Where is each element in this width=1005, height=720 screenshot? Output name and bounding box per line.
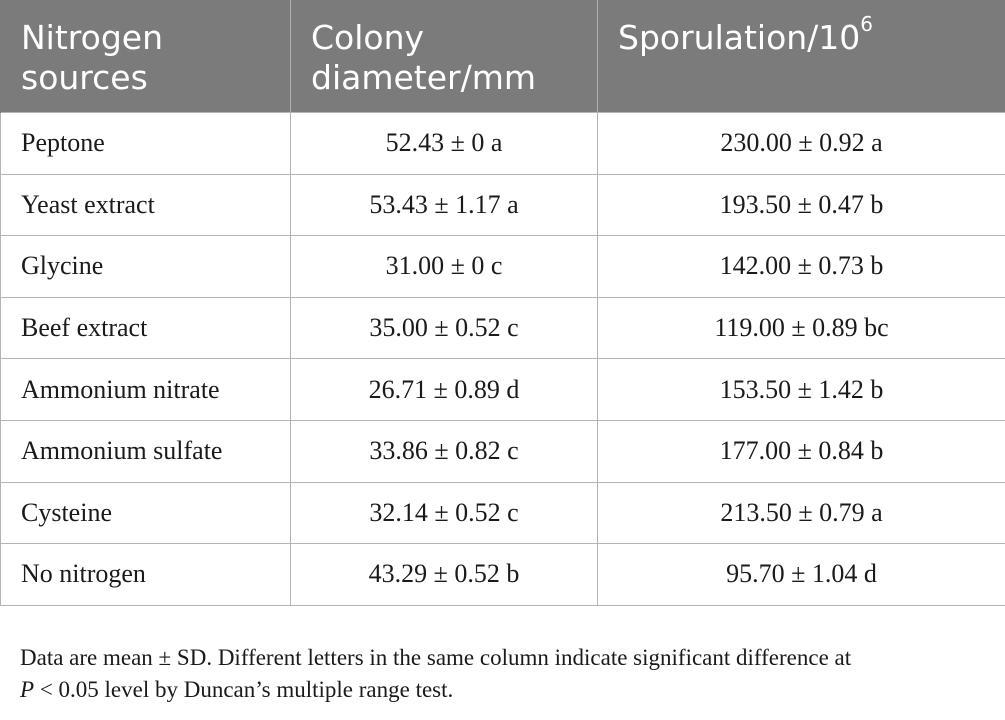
cell-nitrogen-source: Yeast extract bbox=[0, 173, 291, 237]
nitrogen-sources-table: Nitrogen sources Colony diameter/mm Spor… bbox=[0, 0, 1005, 606]
table-row: Yeast extract 53.43 ± 1.17 a 193.50 ± 0.47… bbox=[0, 173, 1005, 237]
header-nitrogen-sources-line1: Nitrogen bbox=[21, 18, 163, 57]
header-colony-diameter: Colony diameter/mm bbox=[290, 0, 598, 113]
header-sporulation-exponent: 6 bbox=[860, 12, 874, 36]
table-row: Cysteine 32.14 ± 0.52 c 213.50 ± 0.79 a bbox=[0, 481, 1005, 545]
cell-nitrogen-source: Glycine bbox=[0, 235, 291, 298]
cell-nitrogen-source: Ammonium sulfate bbox=[0, 419, 291, 483]
cell-colony-diameter: 26.71 ± 0.89 d bbox=[290, 358, 598, 421]
cell-colony-diameter: 43.29 ± 0.52 b bbox=[290, 543, 598, 606]
cell-colony-diameter: 31.00 ± 0 c bbox=[290, 235, 598, 298]
cell-colony-diameter: 52.43 ± 0 a bbox=[290, 112, 598, 175]
cell-sporulation: 213.50 ± 0.79 a bbox=[597, 481, 1005, 545]
footnote-p-symbol: P bbox=[20, 677, 35, 702]
header-row: Nitrogen sources Colony diameter/mm Spor… bbox=[0, 0, 1005, 113]
cell-colony-diameter: 32.14 ± 0.52 c bbox=[290, 481, 598, 545]
table-row: Beef extract 35.00 ± 0.52 c 119.00 ± 0.89 … bbox=[0, 296, 1005, 360]
cell-sporulation: 142.00 ± 0.73 b bbox=[597, 235, 1005, 298]
table-row: Ammonium sulfate 33.86 ± 0.82 c 177.00 ± 0… bbox=[0, 419, 1005, 483]
cell-sporulation: 230.00 ± 0.92 a bbox=[597, 112, 1005, 175]
cell-colony-diameter: 53.43 ± 1.17 a bbox=[290, 173, 598, 237]
cell-nitrogen-source: Peptone bbox=[0, 112, 291, 175]
table-row: Glycine 31.00 ± 0 c 142.00 ± 0.73 b bbox=[0, 235, 1005, 298]
cell-nitrogen-source: No nitrogen bbox=[0, 543, 291, 606]
cell-nitrogen-source: Beef extract bbox=[0, 296, 291, 360]
cell-sporulation: 153.50 ± 1.42 b bbox=[597, 358, 1005, 421]
header-colony-diameter-line1: Colony bbox=[311, 18, 425, 57]
header-sporulation-base: Sporulation/10 bbox=[618, 18, 861, 57]
table-row: Peptone 52.43 ± 0 a 230.00 ± 0.92 a bbox=[0, 112, 1005, 175]
cell-colony-diameter: 35.00 ± 0.52 c bbox=[290, 296, 598, 360]
cell-nitrogen-source: Cysteine bbox=[0, 481, 291, 545]
table-body: Peptone 52.43 ± 0 a 230.00 ± 0.92 a Yeast e… bbox=[0, 112, 1005, 606]
cell-sporulation: 177.00 ± 0.84 b bbox=[597, 419, 1005, 483]
footnote-line-1: Data are mean ± SD. Different letters in… bbox=[20, 645, 852, 670]
cell-nitrogen-source: Ammonium nitrate bbox=[0, 358, 291, 421]
nitrogen-sources-table-container: Nitrogen sources Colony diameter/mm Spor… bbox=[0, 0, 1005, 606]
footnote-line-2-text: < 0.05 level by Duncan’s multiple range … bbox=[34, 677, 454, 702]
header-sporulation: Sporulation/106 bbox=[597, 0, 1005, 113]
table-footnote: Data are mean ± SD. Different letters in… bbox=[20, 642, 985, 706]
table-row: Ammonium nitrate 26.71 ± 0.89 d 153.50 ± 1… bbox=[0, 358, 1005, 421]
table-row: No nitrogen 43.29 ± 0.52 b 95.70 ± 1.04 d bbox=[0, 543, 1005, 606]
cell-sporulation: 95.70 ± 1.04 d bbox=[597, 543, 1005, 606]
header-nitrogen-sources: Nitrogen sources bbox=[0, 0, 291, 113]
footnote-line-2: P < 0.05 level by Duncan’s multiple rang… bbox=[20, 674, 985, 706]
table-header: Nitrogen sources Colony diameter/mm Spor… bbox=[0, 0, 1005, 113]
header-nitrogen-sources-line2: sources bbox=[21, 58, 148, 97]
cell-sporulation: 193.50 ± 0.47 b bbox=[597, 173, 1005, 237]
cell-colony-diameter: 33.86 ± 0.82 c bbox=[290, 419, 598, 483]
cell-sporulation: 119.00 ± 0.89 bc bbox=[597, 296, 1005, 360]
header-colony-diameter-line2: diameter/mm bbox=[311, 58, 537, 97]
